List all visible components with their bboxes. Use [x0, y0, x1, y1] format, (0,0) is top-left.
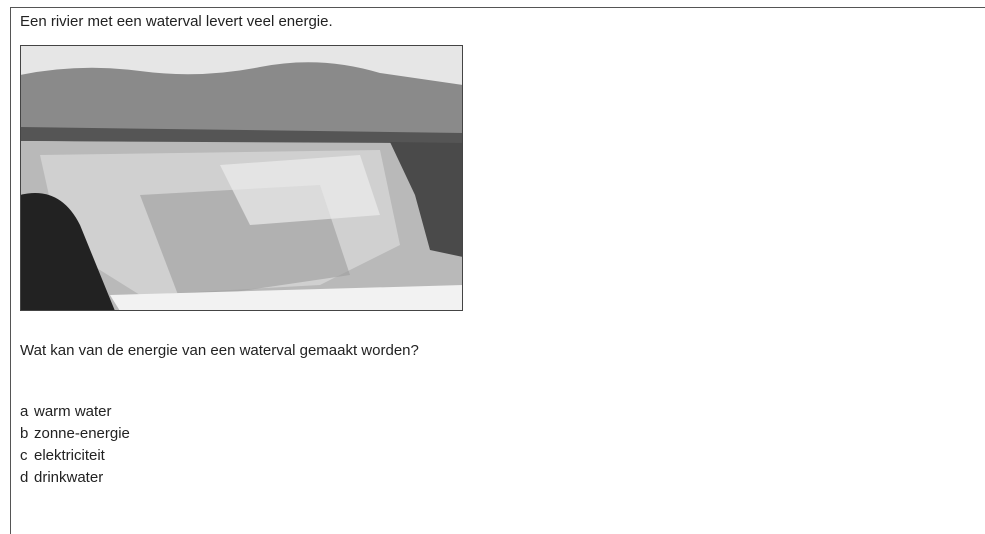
option-text: zonne-energie [34, 425, 130, 442]
option-letter: b [20, 425, 34, 442]
waterfall-image [20, 45, 463, 311]
option-text: drinkwater [34, 469, 103, 486]
option-text: warm water [34, 403, 112, 420]
option-letter: c [20, 447, 34, 464]
option-text: elektriciteit [34, 447, 105, 464]
intro-text: Een rivier met een waterval levert veel … [20, 13, 333, 30]
option-letter: a [20, 403, 34, 420]
option-letter: d [20, 469, 34, 486]
question-text: Wat kan van de energie van een waterval … [20, 342, 419, 359]
page: Een rivier met een waterval levert veel … [0, 0, 985, 534]
